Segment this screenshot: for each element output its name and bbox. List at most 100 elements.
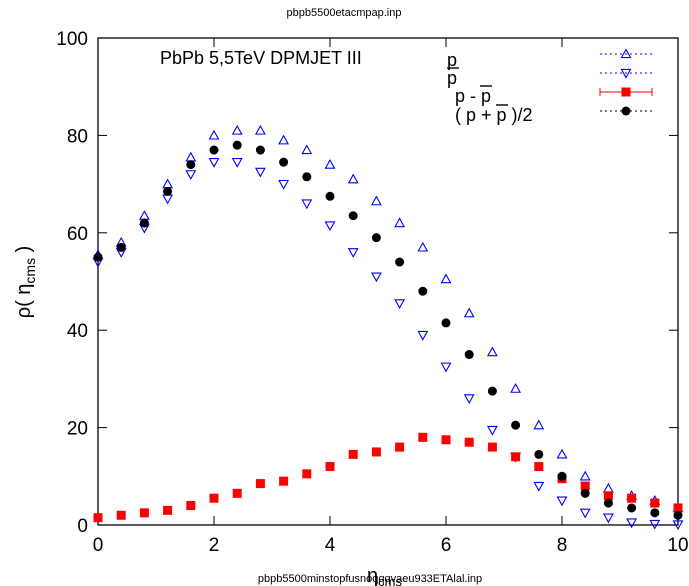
data-point-s2: [371, 447, 381, 457]
data-point-s2: [627, 493, 637, 503]
data-point-s2: [279, 476, 289, 486]
data-point-s2: [580, 481, 590, 491]
data-point-s3: [279, 157, 289, 167]
data-point-s3: [325, 191, 335, 201]
data-point-s2: [673, 503, 683, 513]
legend-keys: [599, 48, 653, 116]
data-point-s3: [209, 145, 219, 155]
data-point-s2: [650, 498, 660, 508]
plot-frame: [97, 37, 679, 526]
data-point-s2: [93, 513, 103, 523]
x-tick-label: 10: [667, 535, 688, 556]
legend-label-avg-c: )/2: [507, 105, 533, 125]
data-point-s1: [417, 330, 429, 341]
footer-file-label: pbpb5500minstopfusnoqqqvaeu933ETAlal.inp: [258, 573, 482, 585]
data-point-s1: [463, 394, 475, 405]
data-point-s1: [231, 158, 243, 168]
data-point-s0: [533, 419, 545, 430]
data-point-s1: [649, 519, 661, 530]
data-point-s3: [232, 140, 242, 150]
data-point-s1: [278, 179, 290, 190]
data-point-s2: [395, 442, 405, 452]
legend-label-diff: p - p: [455, 86, 491, 106]
data-point-s3: [255, 145, 265, 155]
data-point-s1: [556, 496, 568, 507]
x-tick-label: 8: [557, 535, 568, 556]
y-axis-label-close: ): [13, 246, 35, 258]
data-point-s2: [511, 452, 521, 462]
y-axis-label: ρ( ηcms ): [13, 246, 38, 319]
legend: p p p - p ( p + p )/2: [447, 48, 653, 125]
header-file-label: pbpb5500etacmpap.inp: [287, 7, 402, 19]
data-point-s0: [278, 134, 290, 145]
data-point-s3: [186, 160, 196, 170]
data-point-s0: [463, 307, 475, 318]
data-point-s0: [138, 210, 150, 220]
data-point-s0: [301, 144, 313, 155]
data-point-s0: [602, 482, 614, 493]
data-point-s3: [673, 510, 683, 520]
data-point-s2: [302, 469, 312, 479]
x-tick-label: 0: [93, 535, 104, 556]
data-point-s1: [254, 167, 266, 178]
data-point-s2: [139, 508, 149, 518]
legend-label-p: p: [447, 50, 457, 70]
data-point-s2: [464, 437, 474, 447]
data-point-s1: [301, 199, 313, 210]
y-tick-label: 60: [67, 224, 88, 245]
data-point-s0: [231, 124, 243, 135]
data-point-s1: [394, 299, 406, 310]
data-point-s0: [208, 129, 220, 140]
data-point-s3: [302, 172, 312, 182]
data-point-s1: [440, 362, 452, 373]
x-axis-label-main: η: [367, 565, 378, 586]
data-marks: [92, 124, 684, 531]
legend-key-marker: [620, 68, 632, 79]
data-point-s3: [163, 186, 173, 196]
data-point-s1: [672, 520, 684, 531]
svg-text:ρ( ηcms ): ρ( ηcms ): [13, 246, 38, 319]
data-point-s1: [347, 248, 359, 258]
data-point-s3: [603, 498, 613, 508]
data-point-s1: [486, 425, 498, 436]
data-point-s1: [208, 158, 220, 168]
data-point-s0: [556, 448, 568, 459]
data-point-s3: [511, 420, 521, 430]
data-point-s3: [464, 350, 474, 360]
data-point-s3: [627, 503, 637, 513]
x-tick-label: 2: [209, 535, 220, 556]
legend-label-diff-a: p -: [455, 86, 481, 106]
data-point-s2: [348, 449, 358, 459]
data-point-s3: [441, 318, 451, 328]
data-point-s3: [580, 488, 590, 498]
legend-key-marker: [621, 106, 631, 116]
data-point-s1: [579, 508, 591, 519]
y-axis-label-sub: cms: [22, 258, 38, 284]
data-point-s1: [533, 481, 545, 492]
data-point-s0: [486, 346, 498, 357]
data-point-s1: [626, 518, 638, 529]
x-tick-label: 6: [441, 535, 452, 556]
data-point-s1: [370, 272, 382, 283]
y-tick-label: 80: [67, 126, 88, 147]
data-point-s3: [650, 508, 660, 518]
data-point-s0: [417, 241, 429, 252]
data-point-s2: [209, 493, 219, 503]
data-point-s3: [116, 242, 126, 252]
data-point-s2: [232, 488, 242, 498]
legend-key-marker: [621, 87, 631, 97]
data-point-s3: [371, 233, 381, 243]
data-point-s0: [162, 178, 174, 189]
legend-key-marker: [620, 48, 632, 59]
data-point-s3: [534, 449, 544, 459]
x-tick-label: 4: [325, 535, 336, 556]
data-point-s2: [441, 435, 451, 445]
data-point-s0: [510, 383, 522, 393]
data-point-s2: [186, 501, 196, 511]
legend-label-avg-a: ( p +: [455, 105, 497, 125]
data-point-s3: [557, 471, 567, 481]
data-point-s2: [534, 462, 544, 472]
data-point-s0: [370, 195, 382, 206]
